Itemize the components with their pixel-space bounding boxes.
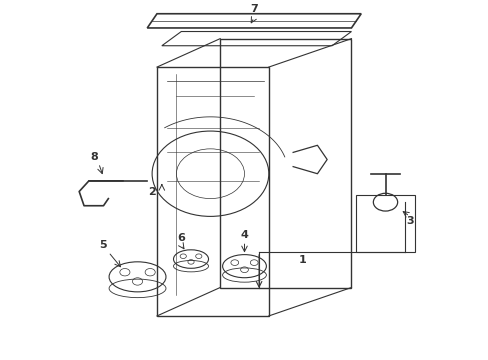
Text: 7: 7 bbox=[250, 4, 258, 14]
Text: 6: 6 bbox=[177, 233, 185, 243]
Bar bbox=[356, 195, 414, 252]
Text: 4: 4 bbox=[240, 230, 248, 240]
Text: 2: 2 bbox=[148, 187, 156, 197]
Text: 8: 8 bbox=[90, 152, 98, 162]
Text: 1: 1 bbox=[298, 255, 306, 265]
Text: 5: 5 bbox=[100, 240, 107, 251]
Text: 3: 3 bbox=[405, 216, 413, 225]
